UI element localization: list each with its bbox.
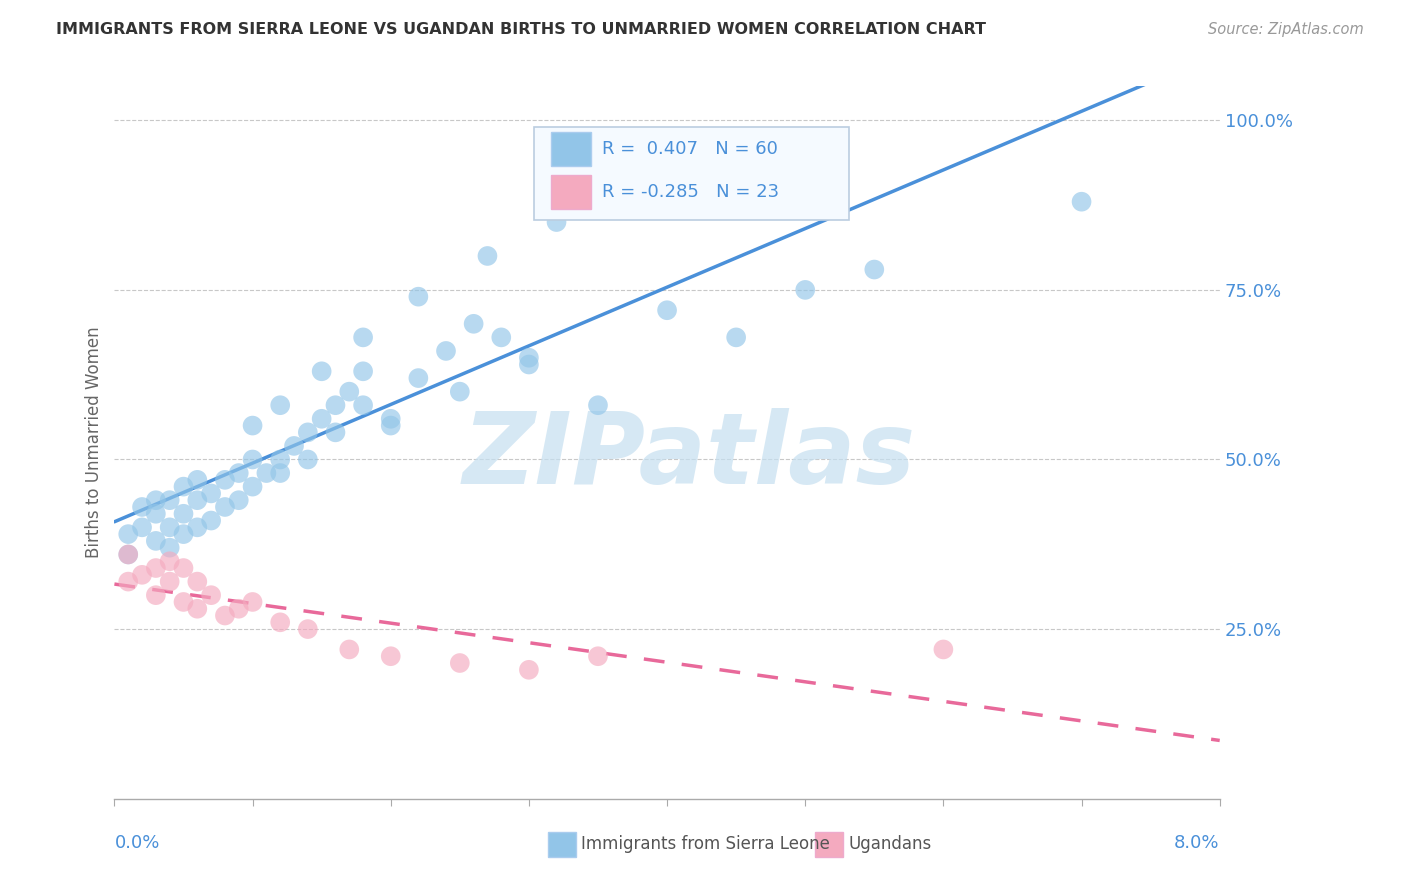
Point (297, 622, 319, 636)
Point (214, 500, 236, 514)
Point (546, 215, 568, 229)
Point (131, 520, 153, 534)
Point (228, 493, 250, 508)
Point (325, 425, 347, 440)
Point (863, 262, 886, 277)
Text: R =  0.407   N = 60: R = 0.407 N = 60 (602, 140, 778, 158)
Point (491, 330, 513, 344)
Text: Ugandans: Ugandans (848, 835, 932, 853)
Point (200, 514, 222, 528)
Point (173, 595, 195, 609)
Point (228, 601, 250, 615)
Point (228, 466, 250, 480)
Point (283, 439, 305, 453)
Point (145, 493, 167, 508)
Point (186, 601, 208, 615)
Text: IMMIGRANTS FROM SIERRA LEONE VS UGANDAN BIRTHS TO UNMARRIED WOMEN CORRELATION CH: IMMIGRANTS FROM SIERRA LEONE VS UGANDAN … (56, 22, 986, 37)
Point (117, 548, 139, 562)
Point (254, 466, 277, 480)
Text: Source: ZipAtlas.com: Source: ZipAtlas.com (1208, 22, 1364, 37)
Point (517, 663, 540, 677)
Point (186, 473, 208, 487)
Point (1070, 194, 1092, 209)
Point (449, 656, 471, 670)
Point (449, 384, 471, 399)
Point (242, 480, 264, 494)
Point (517, 358, 540, 372)
Point (214, 608, 236, 623)
Point (269, 452, 291, 467)
Text: ZIPatlas: ZIPatlas (463, 409, 915, 505)
Text: R = -0.285   N = 23: R = -0.285 N = 23 (602, 183, 779, 201)
Point (269, 466, 291, 480)
Point (173, 480, 195, 494)
Point (297, 425, 319, 440)
Point (173, 507, 195, 521)
Point (352, 330, 374, 344)
Point (159, 554, 181, 568)
Point (586, 398, 609, 412)
Point (200, 588, 222, 602)
Point (380, 411, 402, 425)
Point (697, 147, 720, 161)
Point (380, 649, 402, 664)
Point (159, 541, 181, 555)
Point (380, 418, 402, 433)
Point (297, 452, 319, 467)
Text: Immigrants from Sierra Leone: Immigrants from Sierra Leone (581, 835, 830, 853)
Point (214, 473, 236, 487)
Point (311, 411, 333, 425)
Point (586, 649, 609, 664)
Text: 8.0%: 8.0% (1174, 834, 1220, 853)
Point (145, 533, 167, 548)
Point (242, 418, 264, 433)
Point (117, 527, 139, 541)
Point (794, 283, 817, 297)
Point (477, 249, 499, 263)
Point (269, 398, 291, 412)
Point (517, 351, 540, 365)
Point (337, 642, 360, 657)
Point (145, 588, 167, 602)
Point (173, 527, 195, 541)
Point (463, 317, 485, 331)
Point (131, 567, 153, 582)
Point (655, 303, 678, 318)
Point (159, 574, 181, 589)
Point (242, 452, 264, 467)
Point (408, 371, 430, 385)
Point (117, 548, 139, 562)
Point (186, 493, 208, 508)
Point (145, 561, 167, 575)
Point (932, 642, 955, 657)
Point (352, 364, 374, 378)
Point (434, 343, 457, 358)
Point (159, 520, 181, 534)
Point (145, 507, 167, 521)
Point (325, 398, 347, 412)
Point (269, 615, 291, 630)
Point (408, 290, 430, 304)
Point (159, 493, 181, 508)
Point (131, 500, 153, 514)
Point (200, 486, 222, 500)
Point (242, 595, 264, 609)
Point (725, 330, 748, 344)
Text: 0.0%: 0.0% (114, 834, 160, 853)
Point (117, 574, 139, 589)
Point (311, 364, 333, 378)
Point (628, 181, 651, 195)
Point (186, 574, 208, 589)
Point (352, 398, 374, 412)
Point (173, 561, 195, 575)
Point (186, 520, 208, 534)
Y-axis label: Births to Unmarried Women: Births to Unmarried Women (86, 326, 103, 558)
Point (337, 384, 360, 399)
